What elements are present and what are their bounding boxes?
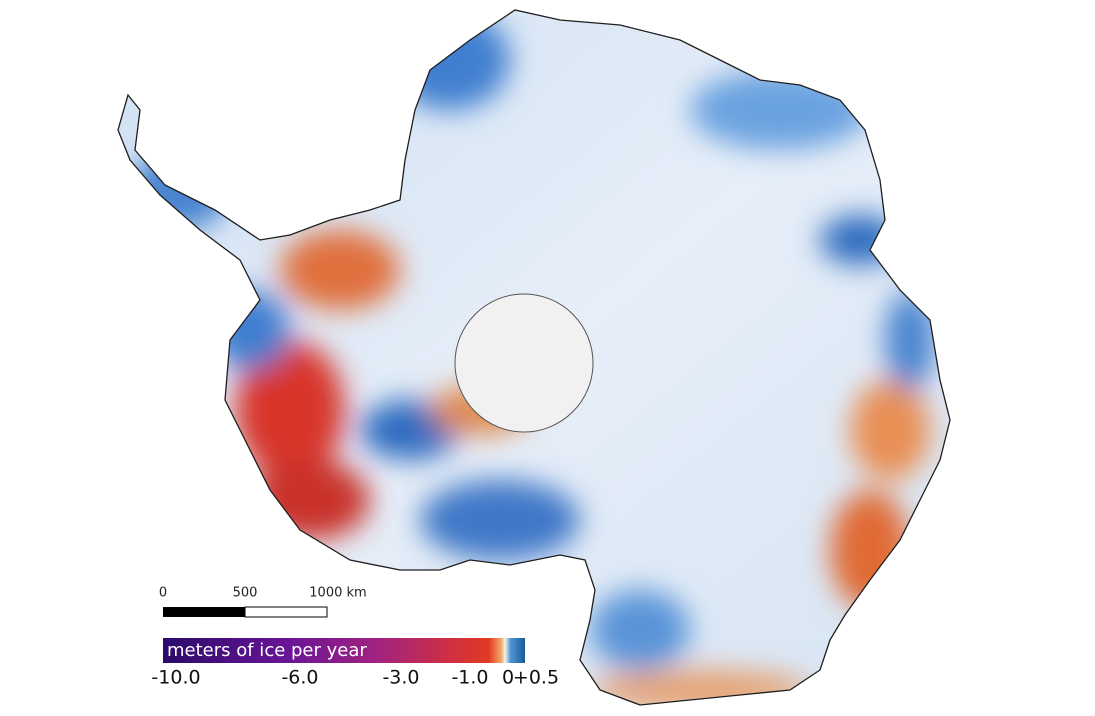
legend-title: meters of ice per year xyxy=(167,640,367,661)
orange-patch xyxy=(280,230,400,310)
scale-label: 1000 km xyxy=(309,586,366,601)
legend-tick: -6.0 xyxy=(281,667,318,689)
scale-segment xyxy=(163,607,245,617)
orange-patch xyxy=(850,380,930,480)
blue-patch xyxy=(210,290,290,370)
color-bar xyxy=(163,638,525,663)
pole-hole xyxy=(454,293,594,433)
legend-tick: +0.5 xyxy=(513,667,559,689)
orange-patch xyxy=(830,490,910,610)
scale-label: 0 xyxy=(159,586,167,601)
red-patch xyxy=(250,460,370,540)
blue-patch xyxy=(885,290,935,390)
color-legend: meters of ice per year -10.0 -6.0 -3.0 -… xyxy=(151,638,559,689)
orange-patch xyxy=(590,670,810,705)
red-patch xyxy=(235,340,345,480)
legend-tick: -10.0 xyxy=(151,667,200,689)
scale-segment xyxy=(244,606,328,618)
scale-label: 500 xyxy=(233,586,258,601)
blue-patch xyxy=(590,590,690,670)
legend-tick: 0 xyxy=(502,667,514,689)
blue-patch xyxy=(820,215,900,265)
scale-bar: 0 500 1000 km xyxy=(159,586,367,618)
blue-patch xyxy=(420,480,580,560)
legend-tick: -3.0 xyxy=(382,667,419,689)
legend-tick: -1.0 xyxy=(451,667,488,689)
coastline xyxy=(117,9,951,706)
